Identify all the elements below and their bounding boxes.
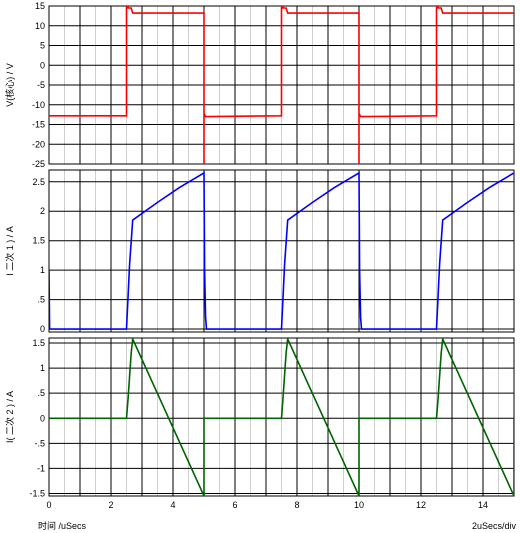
y-tick-label: -5 xyxy=(37,80,45,90)
y-tick-label: -1 xyxy=(37,463,45,473)
y-tick-label: 0 xyxy=(40,413,45,423)
y-tick-label: 0 xyxy=(40,60,45,70)
y-axis-label: I 二次 1 ) / A xyxy=(4,226,15,276)
pane-core-voltage: 15 10 5 0 -5 -10 -15 -20 -25 V(核心) / V xyxy=(4,1,515,169)
x-axis-ticks: 0 2 4 6 8 10 12 14 xyxy=(46,500,488,510)
pane-secondary2-current: 1.51.50-.5-1-1.5I( 二次 2 ) / A xyxy=(4,337,515,498)
y-tick-label: 1.5 xyxy=(32,338,45,348)
y-tick-label: .5 xyxy=(37,295,45,305)
x-tick-label: 12 xyxy=(416,500,426,510)
y-tick-label: 5 xyxy=(40,41,45,51)
y-tick-label: .5 xyxy=(37,388,45,398)
x-tick-label: 2 xyxy=(108,500,113,510)
pane-frame xyxy=(48,169,515,333)
x-tick-label: 10 xyxy=(354,500,364,510)
y-tick-label: 2 xyxy=(40,206,45,216)
y-tick-label: 0 xyxy=(40,324,45,334)
y-tick-label: 1 xyxy=(40,363,45,373)
series-line xyxy=(49,338,514,496)
y-tick-label: -1.5 xyxy=(29,488,45,498)
x-tick-label: 4 xyxy=(170,500,175,510)
y-tick-label: 15 xyxy=(35,1,45,11)
x-tick-label: 0 xyxy=(46,500,51,510)
y-tick-label: -20 xyxy=(32,139,45,149)
pane-frame xyxy=(48,337,515,497)
series-line xyxy=(49,6,514,164)
y-axis-label: V(核心) / V xyxy=(4,63,15,107)
y-tick-label: -25 xyxy=(32,159,45,169)
y-axis-label: I( 二次 2 ) / A xyxy=(4,391,15,443)
x-axis-label: 时间 /uSecs xyxy=(38,520,87,531)
pane-secondary1-current: 2.521.51.50I 二次 1 ) / A xyxy=(4,169,515,334)
y-tick-label: 1.5 xyxy=(32,236,45,246)
y-tick-label: 2.5 xyxy=(32,177,45,187)
x-tick-label: 14 xyxy=(478,500,488,510)
y-tick-label: 1 xyxy=(40,265,45,275)
y-tick-label: -.5 xyxy=(34,438,45,448)
y-tick-label: -10 xyxy=(32,100,45,110)
y-tick-label: 10 xyxy=(35,21,45,31)
x-scale-label: 2uSecs/div xyxy=(472,521,517,531)
series-line xyxy=(49,171,514,330)
y-tick-label: -15 xyxy=(32,120,45,130)
x-tick-label: 6 xyxy=(232,500,237,510)
x-tick-label: 8 xyxy=(294,500,299,510)
